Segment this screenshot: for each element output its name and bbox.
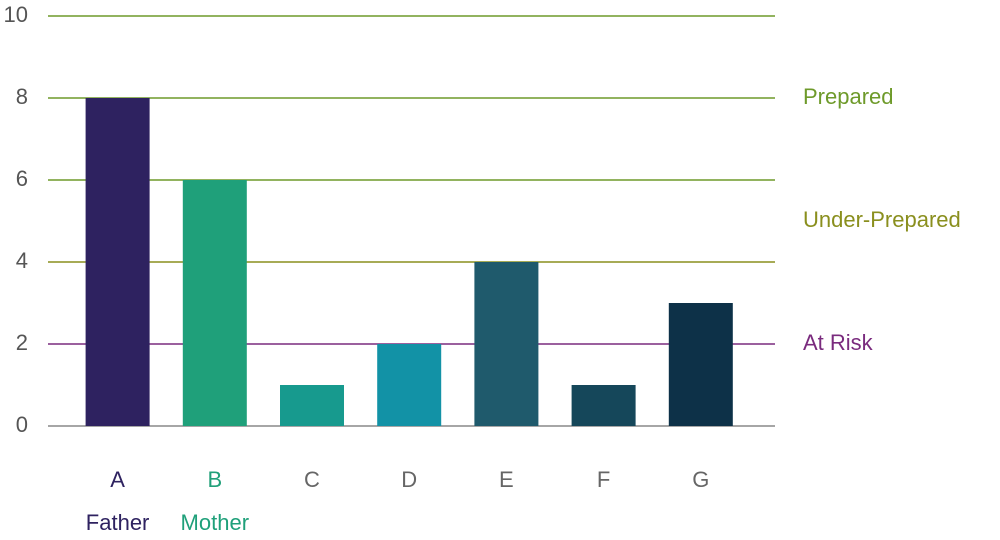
y-tick-label: 8 [16, 84, 28, 109]
x-tick-label: A [110, 467, 125, 492]
y-tick-label: 0 [16, 412, 28, 437]
x-tick-label: G [692, 467, 709, 492]
bar [280, 385, 344, 426]
x-tick-label: F [597, 467, 610, 492]
bar [668, 303, 733, 426]
category-note: Mother [181, 510, 249, 535]
y-tick-label: 4 [16, 248, 28, 273]
bar [571, 385, 636, 426]
bar [182, 180, 247, 426]
bar [85, 98, 150, 426]
bar [474, 262, 539, 426]
x-tick-label: D [401, 467, 417, 492]
x-tick-label: E [499, 467, 514, 492]
bar [377, 344, 442, 426]
y-tick-label: 2 [16, 330, 28, 355]
category-note: Father [86, 510, 150, 535]
x-tick-label: B [207, 467, 222, 492]
threshold-label: At Risk [803, 330, 874, 355]
threshold-label: Under-Prepared [803, 207, 961, 232]
y-tick-label: 6 [16, 166, 28, 191]
y-tick-label: 10 [4, 2, 28, 27]
x-tick-label: C [304, 467, 320, 492]
threshold-label: Prepared [803, 84, 894, 109]
